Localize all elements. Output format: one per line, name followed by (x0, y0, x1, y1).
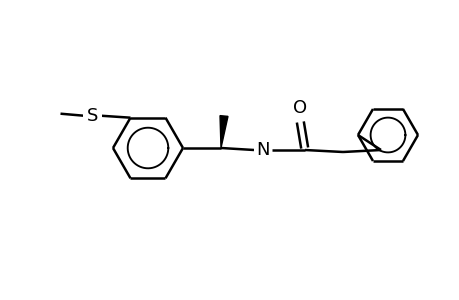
Polygon shape (219, 116, 228, 148)
Text: O: O (292, 99, 307, 117)
Text: S: S (87, 107, 98, 125)
Text: N: N (256, 141, 269, 159)
